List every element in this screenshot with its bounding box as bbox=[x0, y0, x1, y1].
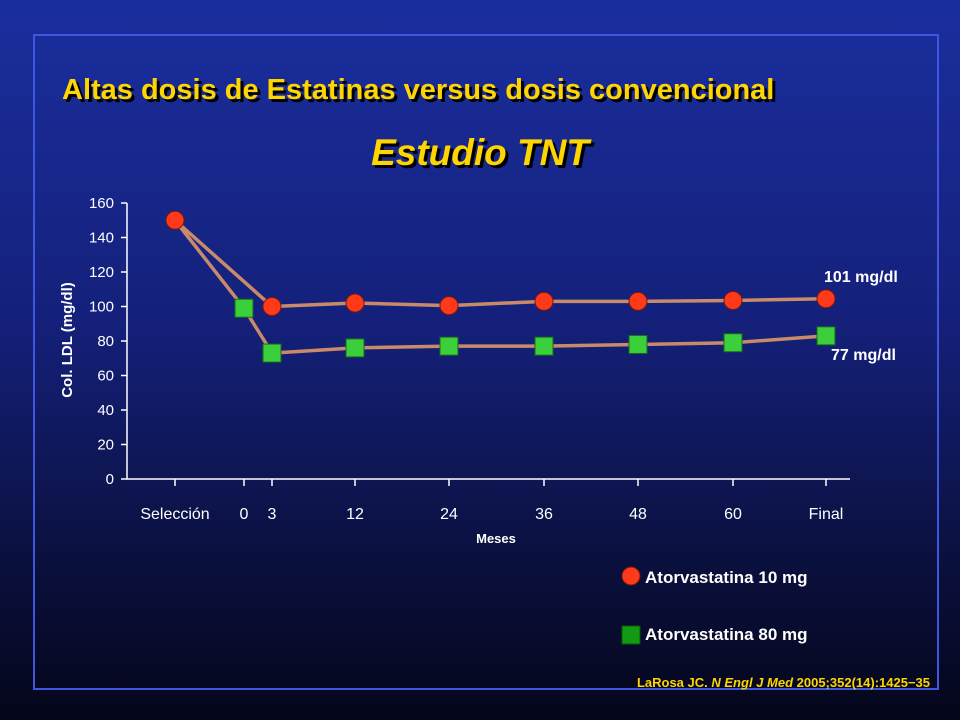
point-10mg bbox=[439, 296, 459, 316]
point-10mg bbox=[723, 290, 743, 310]
point-80mg bbox=[234, 298, 254, 318]
legend-circle-icon bbox=[621, 566, 641, 586]
reference-details: 2005;352(14):1425−35 bbox=[796, 675, 930, 690]
end-label-10mg: 101 mg/dl bbox=[824, 269, 898, 286]
x-tick-label: 24 bbox=[440, 506, 458, 523]
x-tick-label: 48 bbox=[629, 506, 647, 523]
x-tick-label: 3 bbox=[268, 506, 277, 523]
reference-citation: LaRosa JC. N Engl J Med 2005;352(14):142… bbox=[637, 675, 930, 690]
slide-frame bbox=[33, 34, 939, 690]
reference-author: LaRosa JC. bbox=[636, 675, 708, 690]
point-80mg bbox=[262, 343, 282, 363]
reference-journal: N Engl J Med bbox=[711, 675, 794, 690]
point-10mg bbox=[165, 210, 185, 230]
x-tick-label: 12 bbox=[346, 506, 364, 523]
point-10mg bbox=[345, 293, 365, 313]
series-line-80mg bbox=[173, 219, 827, 355]
slide-subtitle: Estudio TNT bbox=[371, 132, 589, 173]
point-80mg bbox=[345, 338, 365, 358]
x-tick-label: Selección bbox=[140, 506, 209, 523]
x-tick-label: 36 bbox=[535, 506, 553, 523]
point-80mg bbox=[816, 326, 836, 346]
x-tick-label: 60 bbox=[724, 506, 742, 523]
point-10mg bbox=[816, 289, 836, 309]
x-tick-label: Final bbox=[809, 506, 844, 523]
point-10mg bbox=[628, 291, 648, 311]
legend-label-80mg: Atorvastatina 80 mg bbox=[645, 625, 808, 644]
slide-title: Altas dosis de Estatinas versus dosis co… bbox=[62, 74, 775, 106]
legend-square-icon bbox=[621, 625, 641, 645]
y-tick-label: 60 bbox=[97, 368, 114, 385]
y-tick-label: 40 bbox=[97, 402, 114, 419]
y-tick-label: 140 bbox=[89, 230, 114, 247]
y-tick-label: 0 bbox=[106, 471, 114, 488]
y-axis-label: Col. LDL (mg/dl) bbox=[59, 282, 76, 398]
series-line-10mg bbox=[173, 218, 827, 309]
y-tick-label: 160 bbox=[89, 195, 114, 212]
point-80mg bbox=[439, 336, 459, 356]
end-label-80mg: 77 mg/dl bbox=[831, 347, 896, 364]
legend-label-10mg: Atorvastatina 10 mg bbox=[645, 568, 808, 587]
point-10mg bbox=[262, 297, 282, 316]
y-tick-label: 20 bbox=[97, 437, 114, 454]
y-tick-label: 100 bbox=[89, 299, 114, 316]
point-80mg bbox=[628, 334, 648, 354]
x-axis-label: Meses bbox=[476, 531, 516, 546]
y-tick-label: 120 bbox=[89, 264, 114, 281]
x-tick-label: 0 bbox=[240, 506, 249, 523]
y-tick-label: 80 bbox=[97, 333, 114, 350]
point-10mg bbox=[534, 291, 554, 311]
point-80mg bbox=[723, 333, 743, 353]
point-80mg bbox=[534, 336, 554, 356]
